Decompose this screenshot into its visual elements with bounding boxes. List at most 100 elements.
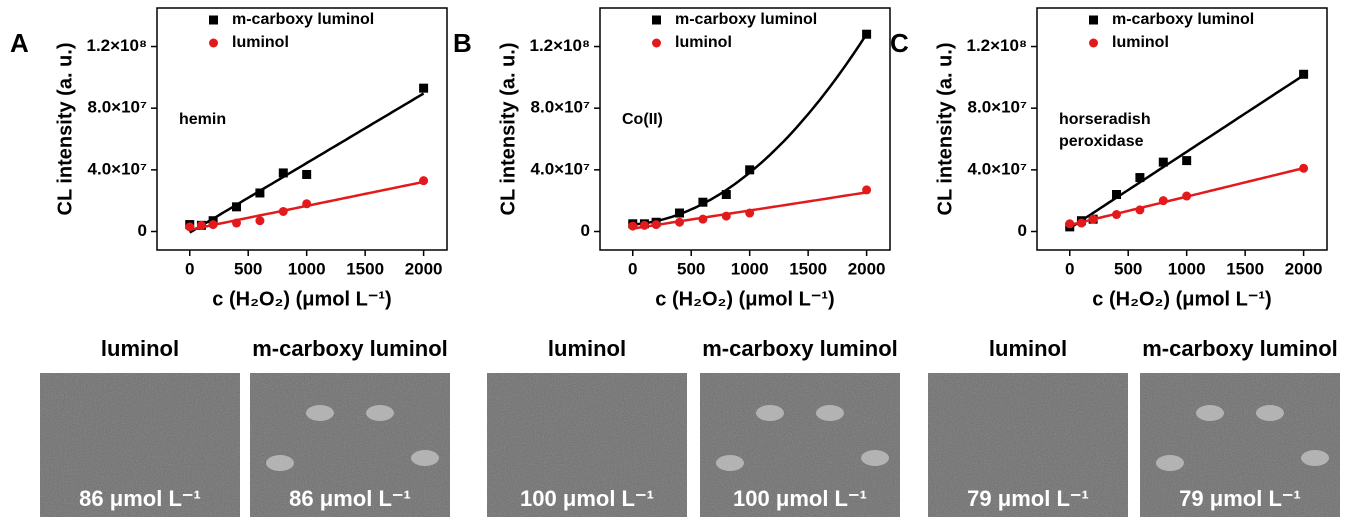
- spot: [1196, 405, 1224, 421]
- plot-frame: [1037, 8, 1327, 250]
- spot: [411, 450, 439, 466]
- point: [722, 212, 731, 221]
- point: [279, 168, 288, 177]
- x-tick-label: 500: [677, 259, 705, 278]
- x-tick-label: 1000: [288, 259, 326, 278]
- legend-marker: [209, 39, 218, 48]
- point: [279, 207, 288, 216]
- point: [302, 170, 311, 179]
- point: [1159, 196, 1168, 205]
- legend-label: m-carboxy luminol: [232, 11, 374, 28]
- point: [1135, 173, 1144, 182]
- legend-marker: [1089, 16, 1098, 25]
- point: [1135, 205, 1144, 214]
- x-tick-label: 0: [628, 259, 637, 278]
- y-tick-label: 0: [581, 221, 590, 240]
- point: [640, 221, 649, 230]
- spot: [266, 455, 294, 471]
- y-tick-label: 1.2×10⁸: [966, 36, 1027, 55]
- x-tick-label: 2000: [1285, 259, 1323, 278]
- point: [1112, 210, 1121, 219]
- image-label: m-carboxy luminol: [702, 336, 898, 361]
- spot: [1156, 455, 1184, 471]
- point: [745, 165, 754, 174]
- legend-label: m-carboxy luminol: [1112, 11, 1254, 28]
- concentration: 79 μmol L⁻¹: [967, 486, 1089, 511]
- spot: [1301, 450, 1329, 466]
- point: [745, 209, 754, 218]
- annotation: Co(II): [622, 111, 663, 128]
- concentration: 79 μmol L⁻¹: [1179, 486, 1301, 511]
- point: [1299, 70, 1308, 79]
- y-axis-label: CL intensity (a. u.): [934, 43, 956, 216]
- point: [1182, 192, 1191, 201]
- panel-letter: A: [10, 28, 29, 58]
- concentration: 86 μmol L⁻¹: [289, 486, 411, 511]
- point: [1112, 190, 1121, 199]
- annotation: horseradish: [1059, 111, 1151, 128]
- point: [1299, 164, 1308, 173]
- x-tick-label: 1500: [346, 259, 384, 278]
- point: [185, 222, 194, 231]
- point: [255, 216, 264, 225]
- y-tick-label: 8.0×10⁷: [88, 98, 147, 117]
- point: [232, 202, 241, 211]
- panel-letter: B: [453, 28, 472, 58]
- point: [1159, 158, 1168, 167]
- point: [675, 209, 684, 218]
- point: [232, 219, 241, 228]
- y-tick-label: 1.2×10⁸: [529, 36, 590, 55]
- point: [1182, 156, 1191, 165]
- legend-marker: [1089, 39, 1098, 48]
- spot: [816, 405, 844, 421]
- legend-label: luminol: [1112, 34, 1169, 51]
- y-tick-label: 8.0×10⁷: [531, 98, 590, 117]
- point: [197, 221, 206, 230]
- point: [698, 215, 707, 224]
- plot-frame: [600, 8, 890, 250]
- y-tick-label: 0: [1018, 221, 1027, 240]
- x-tick-label: 1500: [1226, 259, 1264, 278]
- concentration: 100 μmol L⁻¹: [733, 486, 867, 511]
- point: [675, 218, 684, 227]
- point: [628, 222, 637, 231]
- legend-label: m-carboxy luminol: [675, 11, 817, 28]
- fit-line: [1070, 75, 1304, 228]
- legend-label: luminol: [232, 34, 289, 51]
- image-label: m-carboxy luminol: [252, 336, 448, 361]
- x-axis-label: c (H₂O₂) (μmol L⁻¹): [655, 288, 834, 310]
- legend-marker: [652, 39, 661, 48]
- legend-marker: [209, 16, 218, 25]
- x-axis-label: c (H₂O₂) (μmol L⁻¹): [212, 288, 391, 310]
- plot-frame: [157, 8, 447, 250]
- spot: [756, 405, 784, 421]
- x-tick-label: 1500: [789, 259, 827, 278]
- point: [255, 188, 264, 197]
- image-label: luminol: [101, 336, 179, 361]
- point: [862, 185, 871, 194]
- concentration: 86 μmol L⁻¹: [79, 486, 201, 511]
- y-tick-label: 0: [138, 221, 147, 240]
- figure: A 0 4.0×10⁷ 8.0×10⁷ 1.2×10⁸ 0 500 1000 1500 2000 c…: [0, 0, 1358, 517]
- spot: [306, 405, 334, 421]
- spot: [716, 455, 744, 471]
- y-axis-label: CL intensity (a. u.): [497, 43, 519, 216]
- x-axis-label: c (H₂O₂) (μmol L⁻¹): [1092, 288, 1271, 310]
- x-tick-label: 1000: [731, 259, 769, 278]
- y-tick-label: 4.0×10⁷: [531, 159, 590, 178]
- y-tick-label: 8.0×10⁷: [968, 98, 1027, 117]
- legend-label: luminol: [675, 34, 732, 51]
- point: [302, 199, 311, 208]
- fit-line: [633, 34, 867, 225]
- annotation: peroxidase: [1059, 133, 1144, 150]
- point: [722, 190, 731, 199]
- x-tick-label: 1000: [1168, 259, 1206, 278]
- point: [1065, 219, 1074, 228]
- point: [1089, 215, 1098, 224]
- x-tick-label: 500: [1114, 259, 1142, 278]
- x-tick-label: 2000: [848, 259, 886, 278]
- image-label: m-carboxy luminol: [1142, 336, 1338, 361]
- image-label: luminol: [989, 336, 1067, 361]
- point: [1077, 219, 1086, 228]
- image-label: luminol: [548, 336, 626, 361]
